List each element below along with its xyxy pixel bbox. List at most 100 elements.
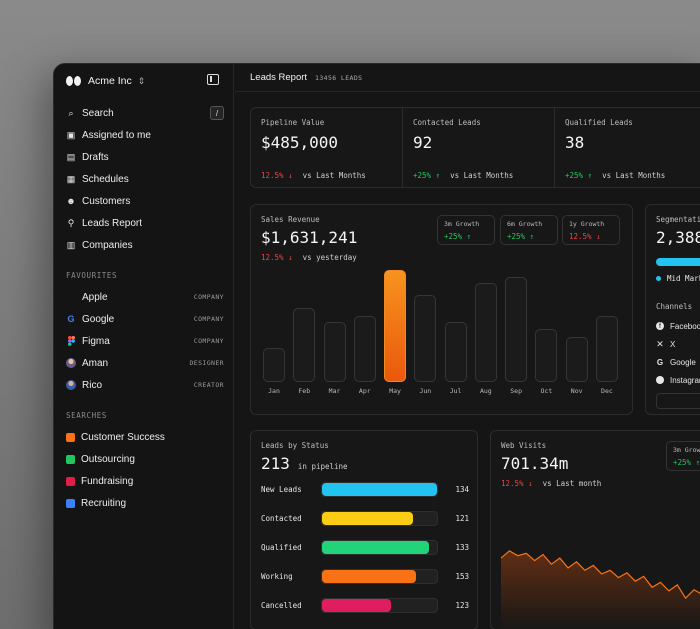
bar-jul[interactable] xyxy=(444,321,467,382)
saved-search-icon xyxy=(66,476,75,486)
nav-schedules[interactable]: ▦ Schedules xyxy=(66,168,224,190)
channel-label: Google xyxy=(670,357,696,367)
metric-pipeline[interactable]: Pipeline Value $485,000 12.5% ↓ vs Last … xyxy=(251,108,403,187)
nav-label: Customers xyxy=(82,195,131,207)
bar-column-apr[interactable]: Apr xyxy=(353,315,376,395)
bar-column-jul[interactable]: Jul xyxy=(444,321,467,395)
status-row-qualified[interactable]: Qualified 133 xyxy=(261,539,469,555)
search-recruiting[interactable]: Recruiting xyxy=(66,492,224,514)
search-outsourcing[interactable]: Outsourcing xyxy=(66,448,224,470)
page-header: Leads Report 13456 LEADS xyxy=(235,64,700,92)
segmentation-card: Segmentation 2,388 Mid Market Channels f… xyxy=(645,204,700,415)
nav-assigned[interactable]: ▣ Assigned to me xyxy=(66,124,224,146)
bar-column-jan[interactable]: Jan xyxy=(263,348,285,395)
bar-label: Aug xyxy=(479,387,492,395)
bar-aug[interactable] xyxy=(474,283,497,382)
card-suffix: in pipeline xyxy=(297,462,348,471)
channel-x[interactable]: ✕ X xyxy=(656,335,700,353)
metric-qualified[interactable]: Qualified Leads 38 +25% ↑ vs Last Months xyxy=(555,108,700,187)
leads-by-status-card: Leads by Status 213 in pipeline New Lead… xyxy=(250,430,478,629)
metric-delta: 12.5% ↓ xyxy=(261,171,293,180)
status-value: 153 xyxy=(455,571,469,581)
channel-instagram[interactable]: Instagram xyxy=(656,371,700,389)
channel-facebook[interactable]: f Facebook xyxy=(656,317,700,335)
growth-6m[interactable]: 6m Growth +25% ↑ xyxy=(500,215,558,245)
nav-drafts[interactable]: ▤ Drafts xyxy=(66,146,224,168)
fav-apple[interactable]: Apple COMPANY xyxy=(66,286,224,308)
visits-growth-3m[interactable]: 3m Growth +25% ↑ xyxy=(666,441,700,471)
calendar-icon: ▦ xyxy=(66,173,76,184)
fav-label: Rico xyxy=(82,379,103,391)
search-icon: ⌕ xyxy=(68,107,74,118)
status-row-working[interactable]: Working 153 xyxy=(261,568,469,584)
bar-oct[interactable] xyxy=(535,329,558,382)
card-delta: 12.5% ↓ xyxy=(501,479,533,488)
metric-vs: vs Last Months xyxy=(450,171,514,180)
saved-search-icon xyxy=(66,498,75,508)
metric-delta: +25% ↑ xyxy=(565,171,593,180)
status-row-cancelled[interactable]: Cancelled 123 xyxy=(261,597,469,613)
bar-label: Jan xyxy=(268,387,280,395)
status-name: Contacted xyxy=(261,513,302,523)
fav-tag: COMPANY xyxy=(193,337,224,345)
avatar-icon xyxy=(66,380,76,390)
status-name: New Leads xyxy=(261,484,302,494)
search-customer-success[interactable]: Customer Success xyxy=(66,426,224,448)
bar-label: Sep xyxy=(510,387,522,395)
bar-column-mar[interactable]: Mar xyxy=(323,321,346,395)
search-label: Recruiting xyxy=(81,497,127,509)
fav-tag: COMPANY xyxy=(193,293,224,301)
bar-column-sep[interactable]: Sep xyxy=(505,276,528,395)
bar-mar[interactable] xyxy=(323,321,346,382)
bar-sep[interactable] xyxy=(505,276,528,382)
bar-column-nov[interactable]: Nov xyxy=(565,337,588,395)
status-row-new[interactable]: New Leads 134 xyxy=(261,481,469,497)
searches-heading: SEARCHES xyxy=(66,410,107,420)
growth-value: +25% ↑ xyxy=(673,458,700,467)
fav-google[interactable]: G Google COMPANY xyxy=(66,308,224,330)
bar-nov[interactable] xyxy=(565,337,588,382)
bar-feb[interactable] xyxy=(293,308,316,382)
bar-column-feb[interactable]: Feb xyxy=(293,308,316,395)
growth-label: 6m Growth xyxy=(507,220,543,228)
status-row-contacted[interactable]: Contacted 121 xyxy=(261,510,469,526)
fav-figma[interactable]: Figma COMPANY xyxy=(66,330,224,352)
nav-search[interactable]: ⌕ Search / xyxy=(66,102,224,124)
bar-column-aug[interactable]: Aug xyxy=(474,283,497,395)
workspace-name: Acme Inc xyxy=(88,75,132,87)
bar-column-dec[interactable]: Dec xyxy=(595,315,618,395)
bar-label: Feb xyxy=(298,387,311,395)
channel-google[interactable]: G Google xyxy=(656,353,700,371)
nav-customers[interactable]: ☻ Customers xyxy=(66,190,224,212)
bar-apr[interactable] xyxy=(353,315,376,382)
card-value: 701.34m xyxy=(501,454,569,473)
google-icon: G xyxy=(67,314,75,324)
nav-companies[interactable]: ▥ Companies xyxy=(66,234,224,256)
sidebar-toggle-icon[interactable] xyxy=(207,74,219,85)
status-value: 133 xyxy=(455,542,469,552)
fav-aman[interactable]: Aman DESIGNER xyxy=(66,352,224,374)
file-icon: ▤ xyxy=(66,151,76,162)
metrics-card: Pipeline Value $485,000 12.5% ↓ vs Last … xyxy=(250,107,700,188)
segmentation-footer-button[interactable] xyxy=(656,393,700,409)
growth-label: 3m Growth xyxy=(673,446,700,454)
bar-jun[interactable] xyxy=(414,294,437,382)
status-value: 134 xyxy=(455,484,469,494)
segment-bar xyxy=(656,258,700,266)
chevron-updown-icon: ⇕ xyxy=(137,75,146,86)
bar-jan[interactable] xyxy=(263,348,285,382)
bar-column-oct[interactable]: Oct xyxy=(535,329,558,395)
nav-leads-report[interactable]: ⚲ Leads Report xyxy=(66,212,224,234)
metric-label: Qualified Leads xyxy=(565,118,633,127)
metric-contacted[interactable]: Contacted Leads 92 +25% ↑ vs Last Months xyxy=(403,108,555,187)
web-visits-line-chart xyxy=(500,550,700,629)
search-fundraising[interactable]: Fundraising xyxy=(66,470,224,492)
workspace-switcher[interactable]: Acme Inc ⇕ xyxy=(66,72,145,90)
growth-3m[interactable]: 3m Growth +25% ↑ xyxy=(437,215,495,245)
bar-may[interactable] xyxy=(384,270,407,382)
growth-1y[interactable]: 1y Growth 12.5% ↓ xyxy=(562,215,620,245)
bar-column-jun[interactable]: Jun xyxy=(414,294,437,395)
bar-column-may[interactable]: May xyxy=(384,270,407,395)
bar-dec[interactable] xyxy=(595,315,618,382)
fav-rico[interactable]: Rico CREATOR xyxy=(66,374,224,396)
